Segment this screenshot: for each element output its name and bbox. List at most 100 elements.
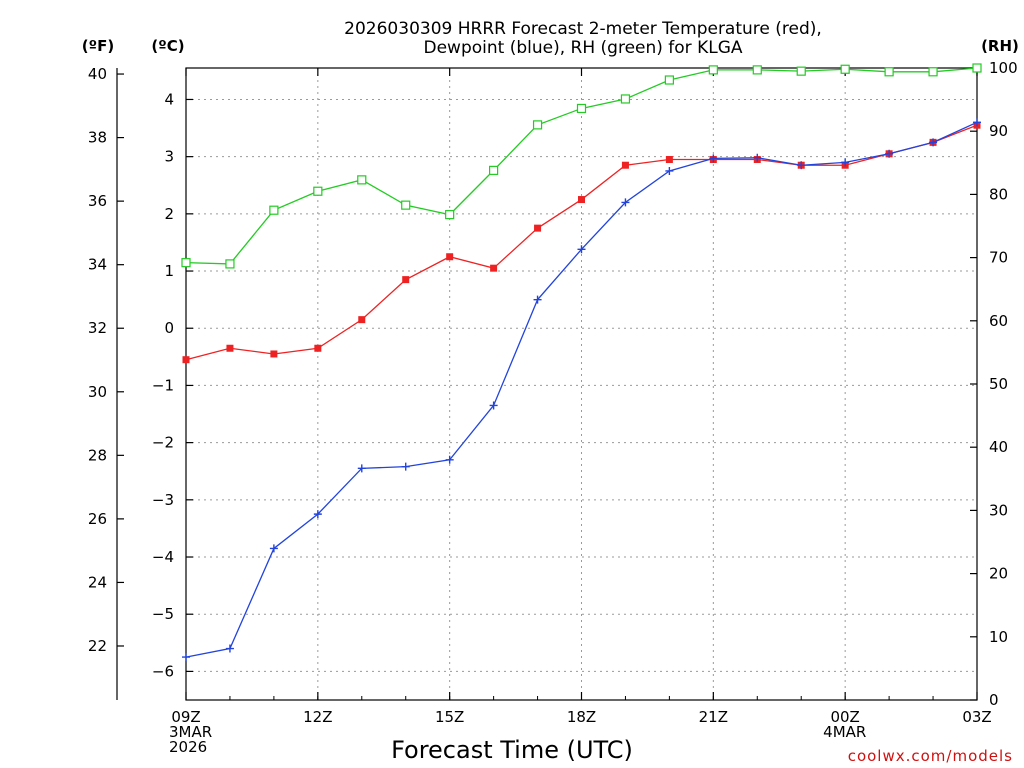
- rh-point: [972, 63, 982, 73]
- temperature-point: [182, 356, 190, 364]
- fahrenheit-tick-label: 40: [88, 65, 107, 83]
- time-tick-label: 3MAR: [169, 723, 212, 741]
- dewpoint-point: [533, 295, 542, 304]
- temperature-point: [621, 161, 629, 169]
- temperature-point: [446, 253, 454, 261]
- celsius-tick-label: −6: [152, 662, 174, 680]
- rh-point: [313, 186, 323, 196]
- time-tick-label: 18Z: [567, 708, 596, 726]
- rh-tick-label: 0: [989, 691, 999, 709]
- celsius-tick-label: −1: [152, 376, 174, 394]
- rh-tick-label: 90: [989, 122, 1008, 140]
- plot-frame: [185, 67, 978, 701]
- temperature-point: [665, 156, 673, 164]
- temperature-point: [534, 224, 542, 232]
- rh-tick-label: 100: [989, 59, 1018, 77]
- fahrenheit-tick-label: 34: [88, 256, 107, 274]
- rh-tick-label: 10: [989, 628, 1008, 646]
- rh-point: [796, 66, 806, 76]
- rh-point: [445, 210, 455, 220]
- rh-tick-label: 50: [989, 375, 1008, 393]
- time-tick-label: 15Z: [435, 708, 464, 726]
- time-tick-label: 2026: [169, 738, 207, 756]
- time-tick-label: 12Z: [303, 708, 332, 726]
- rh-point: [532, 120, 543, 130]
- rh-unit-label: (RH): [981, 37, 1019, 55]
- dewpoint-point: [357, 464, 366, 473]
- dewpoint-point: [182, 653, 190, 662]
- fahrenheit-tick-label: 30: [88, 383, 107, 401]
- celsius-tick-label: −2: [152, 434, 174, 452]
- temperature-point: [358, 316, 366, 324]
- rh-point: [620, 94, 631, 104]
- chart-title-line-1: 2026030309 HRRR Forecast 2-meter Tempera…: [344, 19, 822, 39]
- celsius-tick-label: −3: [152, 491, 174, 509]
- celsius-tick-label: 0: [164, 319, 174, 337]
- temperature-point: [226, 344, 234, 352]
- dewpoint-point: [577, 245, 586, 254]
- dewpoint-point: [973, 118, 981, 127]
- rh-point: [752, 65, 762, 75]
- rh-tick-label: 70: [989, 249, 1008, 267]
- time-tick-label: 09Z: [171, 708, 200, 726]
- dewpoint-point: [929, 138, 938, 147]
- fahrenheit-unit-label: (ºF): [82, 37, 114, 55]
- x-axis-title: Forecast Time (UTC): [391, 736, 633, 764]
- celsius-tick-label: 2: [164, 205, 174, 223]
- rh-tick-label: 40: [989, 438, 1008, 456]
- rh-point: [928, 67, 938, 77]
- dewpoint-point: [841, 158, 850, 167]
- dewpoint-point: [797, 161, 806, 170]
- celsius-tick-label: 3: [164, 148, 174, 166]
- celsius-unit-label: (ºC): [151, 37, 184, 55]
- time-tick-label: 4MAR: [823, 723, 866, 741]
- series-layer: [181, 63, 982, 662]
- fahrenheit-tick-label: 26: [88, 510, 107, 528]
- temperature-point: [578, 196, 585, 204]
- rh-tick-label: 30: [989, 501, 1008, 519]
- rh-point: [489, 165, 499, 175]
- dewpoint-point: [401, 462, 410, 471]
- dewpoint-point: [313, 510, 322, 519]
- rh-tick-label: 80: [989, 185, 1008, 203]
- temperature-point: [490, 264, 498, 272]
- fahrenheit-tick-label: 38: [88, 129, 107, 147]
- time-tick-label: 03Z: [962, 708, 991, 726]
- dewpoint-point: [665, 166, 674, 175]
- time-tick-label: 21Z: [699, 708, 728, 726]
- celsius-tick-label: −5: [152, 605, 174, 623]
- rh-tick-label: 60: [989, 312, 1008, 330]
- dewpoint-point: [445, 455, 454, 464]
- grid-lines: [185, 68, 978, 700]
- dewpoint-point: [753, 153, 762, 162]
- fahrenheit-axis-ticks: 40 38 36 34 32 30 28 26 24 22: [88, 65, 124, 655]
- dewpoint-point: [225, 644, 234, 653]
- rh-point: [576, 103, 587, 114]
- dewpoint-point: [489, 401, 498, 410]
- temperature-point: [402, 276, 410, 284]
- fahrenheit-tick-label: 22: [88, 637, 107, 655]
- chart-title-line-2: Dewpoint (blue), RH (green) for KLGA: [424, 38, 743, 58]
- dewpoint-point: [709, 154, 718, 163]
- temperature-point: [314, 344, 322, 352]
- rh-point: [708, 65, 718, 75]
- rh-point: [181, 258, 191, 268]
- fahrenheit-tick-label: 36: [88, 192, 107, 210]
- credit-text: coolwx.com/models: [848, 747, 1013, 765]
- celsius-tick-label: 4: [164, 90, 174, 108]
- rh-point: [357, 175, 367, 185]
- fahrenheit-tick-label: 32: [88, 319, 107, 337]
- fahrenheit-tick-label: 28: [88, 446, 107, 464]
- time-tick-label: 00Z: [830, 708, 859, 726]
- rh-point: [840, 64, 850, 74]
- celsius-axis-ticks: 4 3 2 1 0 −1 −2 −3 −4 −5 −6: [152, 90, 193, 680]
- dewpoint-point: [885, 149, 894, 158]
- fahrenheit-tick-label: 24: [88, 573, 107, 591]
- rh-point: [401, 200, 411, 210]
- celsius-tick-label: 1: [164, 262, 174, 280]
- rh-point: [225, 259, 235, 269]
- rh-tick-label: 20: [989, 565, 1008, 583]
- rh-point: [664, 75, 674, 85]
